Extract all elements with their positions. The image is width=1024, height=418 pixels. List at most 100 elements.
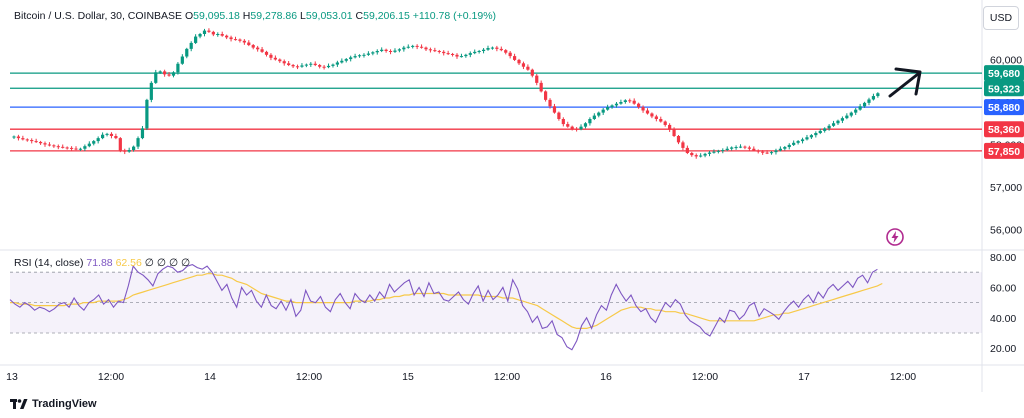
- time-tick-label: 17: [798, 371, 810, 383]
- candle-body: [349, 57, 353, 60]
- candle-body: [854, 109, 858, 113]
- candle-body: [322, 66, 326, 68]
- candle-body: [566, 124, 570, 127]
- candle-body: [83, 146, 87, 149]
- tradingview-logo-icon: [10, 398, 28, 410]
- candle-body: [304, 64, 308, 66]
- candle-body: [251, 45, 255, 48]
- candle-body: [446, 53, 450, 55]
- candle-body: [504, 50, 508, 53]
- level-price-tag: [984, 121, 1024, 138]
- candle-body: [738, 146, 743, 148]
- flash-icon[interactable]: [885, 227, 905, 247]
- level-price-label: 57,850: [988, 146, 1020, 158]
- candle-body: [690, 153, 694, 156]
- candle-body: [397, 49, 402, 51]
- candle-body: [570, 126, 574, 129]
- brand-name: TradingView: [32, 398, 97, 410]
- candle-body: [800, 139, 805, 142]
- footer-brand[interactable]: TradingView: [10, 398, 97, 410]
- candle-body: [118, 138, 122, 151]
- candle-body: [606, 107, 610, 110]
- candle-body: [78, 148, 83, 150]
- candle-body: [185, 48, 189, 57]
- candle-body: [783, 147, 787, 149]
- candle-body: [464, 54, 468, 57]
- candle-body: [792, 142, 796, 145]
- high-value: 59,278.86: [250, 10, 298, 22]
- candle-body: [362, 54, 366, 56]
- candle-body: [831, 123, 836, 126]
- time-tick-label: 15: [402, 371, 414, 383]
- candle-body: [34, 141, 38, 143]
- candle-body: [672, 129, 676, 136]
- candle-body: [734, 147, 738, 149]
- candle-body: [610, 105, 614, 108]
- candle-body: [189, 42, 193, 49]
- rsi-label[interactable]: RSI (14, close): [14, 257, 84, 269]
- candle-body: [548, 99, 552, 107]
- candle-body: [499, 48, 503, 51]
- candle-body: [158, 71, 162, 73]
- candle-body: [52, 145, 56, 147]
- candle-body: [703, 153, 707, 156]
- candle-body: [433, 50, 437, 52]
- candle-body: [194, 36, 198, 43]
- candle-body: [366, 53, 370, 55]
- candle-body: [614, 103, 619, 106]
- candle-body: [25, 139, 29, 141]
- candle-body: [721, 150, 725, 152]
- candle-body: [12, 136, 16, 138]
- level-price-tag: [984, 99, 1024, 116]
- candle-body: [712, 151, 716, 153]
- candle-body: [805, 137, 809, 140]
- candle-body: [269, 54, 273, 58]
- currency-button[interactable]: USD: [983, 6, 1019, 30]
- rsi-ma-value: 62.56: [115, 257, 142, 269]
- candle-body: [87, 143, 91, 147]
- candle-body: [233, 39, 238, 41]
- candle-body: [56, 146, 60, 148]
- candle-body: [340, 60, 344, 63]
- candle-body: [809, 135, 813, 138]
- candle-body: [694, 155, 698, 157]
- candle-body: [295, 66, 300, 68]
- candle-body: [450, 53, 455, 55]
- candle-body: [309, 63, 313, 65]
- symbol-label[interactable]: Bitcoin / U.S. Dollar, 30, COINBASE: [14, 10, 183, 22]
- candle-body: [96, 138, 100, 142]
- rsi-empty-1: ∅: [144, 257, 154, 269]
- candle-body: [650, 113, 654, 117]
- candle-body: [876, 93, 880, 97]
- candle-body: [637, 103, 641, 108]
- close-value: 59,206.15: [363, 10, 410, 22]
- level-price-label: 59,680: [988, 68, 1020, 80]
- price-tick-label: 60,000: [990, 55, 1022, 67]
- candle-body: [180, 56, 184, 64]
- candle-body: [840, 118, 845, 121]
- candle-body: [282, 61, 286, 64]
- candle-body: [787, 144, 791, 148]
- candle-body: [778, 148, 782, 151]
- rsi-empty-3: ∅: [168, 257, 179, 269]
- candle-body: [676, 136, 681, 143]
- candle-body: [473, 51, 477, 54]
- time-tick-label: 14: [204, 371, 216, 383]
- candle-body: [411, 45, 415, 47]
- rsi-tick-label: 60.00: [990, 282, 1016, 294]
- candle-body: [145, 99, 149, 129]
- candle-body: [105, 133, 109, 135]
- candle-body: [645, 110, 650, 114]
- candle-body: [508, 52, 512, 57]
- candle-body: [743, 146, 747, 148]
- candle-body: [380, 49, 384, 51]
- candle-body: [579, 126, 583, 130]
- candle-body: [344, 59, 348, 61]
- candle-body: [725, 148, 729, 151]
- candle-body: [827, 125, 831, 129]
- candle-body: [468, 53, 472, 55]
- candle-body: [765, 152, 769, 154]
- rsi-ma-line: [10, 273, 883, 329]
- candle-body: [43, 143, 47, 145]
